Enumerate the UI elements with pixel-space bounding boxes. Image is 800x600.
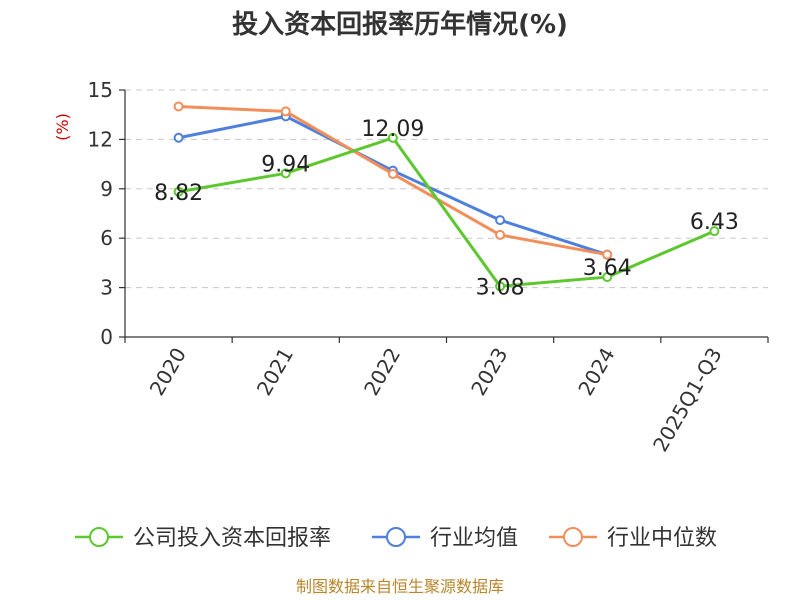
data-point xyxy=(709,226,720,237)
legend: 公司投入资本回报率 行业均值 行业中位数 xyxy=(75,526,717,551)
y-tick-label: 12 xyxy=(88,127,113,151)
x-tick-label: 2024 xyxy=(573,344,619,400)
data-point xyxy=(280,106,291,117)
series-0 xyxy=(173,132,720,292)
legend-item-0: 公司投入资本回报率 xyxy=(75,526,331,551)
data-point xyxy=(495,281,506,292)
y-tick-label: 0 xyxy=(100,325,113,349)
data-label: 3.08 xyxy=(476,275,525,300)
y-axis-label: (%) xyxy=(53,113,72,141)
data-label: 9.94 xyxy=(261,152,310,177)
legend-label: 行业均值 xyxy=(430,526,518,551)
x-ticks: 2020 2021 2022 2023 2024 2025Q1-Q3 xyxy=(145,344,727,456)
source-note: 制图数据来自恒生聚源数据库 xyxy=(296,577,504,596)
legend-marker xyxy=(386,527,406,547)
x-tick-label: 2021 xyxy=(252,344,298,400)
series-line xyxy=(178,136,716,288)
series-2 xyxy=(173,101,613,260)
y-tick-label: 15 xyxy=(88,78,113,102)
axes xyxy=(119,89,769,343)
data-label: 12.09 xyxy=(361,117,424,142)
data-point xyxy=(173,186,184,197)
data-labels: 8.82 9.94 12.09 3.08 3.64 6.43 xyxy=(154,117,739,300)
data-point xyxy=(602,272,613,283)
data-point xyxy=(495,229,506,240)
series-group xyxy=(173,101,720,292)
data-point xyxy=(495,215,506,226)
gridlines xyxy=(125,89,768,289)
data-point xyxy=(280,168,291,179)
x-tick-label: 2020 xyxy=(145,344,191,400)
data-label: 3.64 xyxy=(583,256,632,281)
data-point xyxy=(173,132,184,143)
y-tick-label: 3 xyxy=(100,276,113,300)
data-label: 8.82 xyxy=(154,181,203,206)
y-tick-label: 6 xyxy=(100,226,113,250)
x-tick-label: 2023 xyxy=(466,344,512,400)
data-point xyxy=(602,249,613,260)
legend-item-2: 行业中位数 xyxy=(549,526,717,551)
y-tick-label: 9 xyxy=(100,177,113,201)
data-point xyxy=(387,132,398,143)
legend-label: 行业中位数 xyxy=(607,526,717,551)
data-point xyxy=(173,101,184,112)
legend-marker xyxy=(89,527,109,547)
chart-title: 投入资本回报率历年情况(%) xyxy=(232,9,568,40)
y-ticks: 0 3 6 9 12 15 xyxy=(88,78,113,349)
x-tick-label: 2022 xyxy=(359,344,405,400)
data-point xyxy=(387,168,398,179)
legend-item-1: 行业均值 xyxy=(372,526,518,551)
data-label: 6.43 xyxy=(690,210,739,235)
legend-label: 公司投入资本回报率 xyxy=(133,526,331,551)
x-tick-label: 2025Q1-Q3 xyxy=(648,344,727,456)
legend-marker xyxy=(563,527,583,547)
